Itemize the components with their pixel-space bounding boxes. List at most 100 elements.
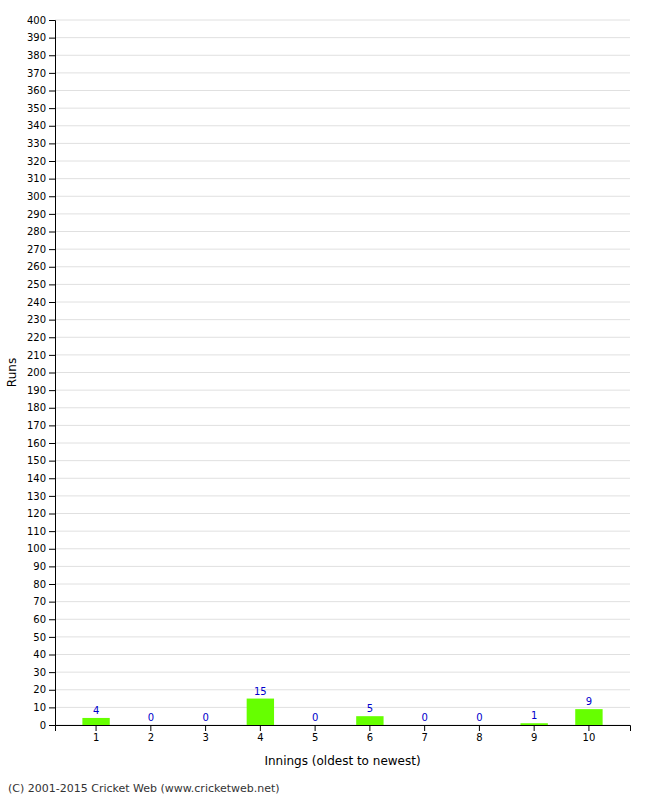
- x-tick: 1: [93, 725, 99, 743]
- grid-line: [55, 460, 630, 461]
- y-tick: 270: [27, 244, 55, 255]
- x-tick-label: 2: [148, 732, 154, 743]
- x-tick: 4: [257, 725, 263, 743]
- y-tick-label: 250: [27, 279, 46, 290]
- y-tick: 370: [27, 68, 55, 79]
- plot: 4001505001901020304050607080901001101201…: [27, 15, 631, 743]
- data-label: 1: [531, 710, 537, 721]
- y-tick: 110: [27, 526, 55, 537]
- grid-line: [55, 548, 630, 549]
- x-tick: 3: [202, 725, 208, 743]
- y-tick-mark: [49, 637, 55, 638]
- x-tick: 10: [583, 725, 596, 743]
- x-tick-label: 8: [476, 732, 482, 743]
- y-tick-mark: [49, 655, 55, 656]
- grid-line: [55, 513, 630, 514]
- y-tick-label: 170: [27, 420, 46, 431]
- grid-line: [55, 319, 630, 320]
- bar: [466, 725, 493, 726]
- y-tick-label: 210: [27, 350, 46, 361]
- y-tick: 310: [27, 173, 55, 184]
- y-tick: 150: [27, 455, 55, 466]
- grid-line: [55, 337, 630, 338]
- y-tick-mark: [49, 531, 55, 532]
- y-tick: 90: [33, 561, 55, 572]
- y-tick: 120: [27, 508, 55, 519]
- y-tick-mark: [49, 461, 55, 462]
- bar: [575, 709, 602, 725]
- y-tick: 300: [27, 191, 55, 202]
- y-tick-mark: [49, 143, 55, 144]
- y-tick-label: 20: [33, 684, 46, 695]
- y-tick: 100: [27, 543, 55, 554]
- y-tick: 350: [27, 103, 55, 114]
- data-label: 0: [202, 712, 208, 723]
- x-tick-label: 6: [367, 732, 373, 743]
- y-tick: 60: [33, 614, 55, 625]
- y-tick-mark: [49, 496, 55, 497]
- y-tick: 390: [27, 32, 55, 43]
- x-tick-mark: [534, 725, 535, 731]
- grid-line: [55, 425, 630, 426]
- grid-line: [55, 161, 630, 162]
- x-tick-mark: [479, 725, 480, 731]
- y-tick-label: 60: [33, 614, 46, 625]
- y-tick-label: 10: [33, 702, 46, 713]
- grid-line: [55, 531, 630, 532]
- grid-line: [55, 284, 630, 285]
- y-tick-mark: [49, 126, 55, 127]
- x-tick-label: 5: [312, 732, 318, 743]
- y-tick-label: 260: [27, 261, 46, 272]
- y-tick-mark: [49, 619, 55, 620]
- y-tick-label: 310: [27, 173, 46, 184]
- y-tick-label: 150: [27, 455, 46, 466]
- data-label: 0: [312, 712, 318, 723]
- y-axis-title: Runs: [5, 358, 19, 387]
- y-tick-label: 80: [33, 579, 46, 590]
- grid-line: [55, 125, 630, 126]
- x-tick-label: 9: [531, 732, 537, 743]
- y-tick-mark: [49, 443, 55, 444]
- bars: [82, 699, 602, 725]
- grid-line: [55, 55, 630, 56]
- x-tick: 5: [312, 725, 318, 743]
- y-tick-label: 70: [33, 596, 46, 607]
- y-tick-label: 300: [27, 191, 46, 202]
- y-tick-label: 360: [27, 85, 46, 96]
- y-tick-mark: [49, 196, 55, 197]
- grid-line: [55, 302, 630, 303]
- x-tick-label: 10: [583, 732, 596, 743]
- y-tick-label: 270: [27, 244, 46, 255]
- grid-line: [55, 390, 630, 391]
- y-tick-mark: [49, 672, 55, 673]
- y-tick: 170: [27, 420, 55, 431]
- y-tick-mark: [49, 337, 55, 338]
- grid-line: [55, 108, 630, 109]
- grid-line: [55, 231, 630, 232]
- y-tick-mark: [49, 179, 55, 180]
- y-tick-mark: [49, 373, 55, 374]
- bar: [247, 699, 274, 725]
- footer: (C) 2001-2015 Cricket Web (www.cricketwe…: [8, 782, 280, 795]
- x-tick-mark: [369, 725, 370, 731]
- x-tick-mark: [424, 725, 425, 731]
- y-tick-mark: [49, 390, 55, 391]
- grid-line: [55, 143, 630, 144]
- y-tick: 130: [27, 491, 55, 502]
- grid-line: [55, 619, 630, 620]
- y-tick-mark: [49, 566, 55, 567]
- y-tick-label: 340: [27, 120, 46, 131]
- y-tick-mark: [49, 91, 55, 92]
- y-tick: 220: [27, 332, 55, 343]
- grid-line: [55, 707, 630, 708]
- x-axis-title: Innings (oldest to newest): [264, 754, 420, 768]
- y-tick: 50: [33, 632, 55, 643]
- y-tick-label: 320: [27, 156, 46, 167]
- y-tick: 260: [27, 261, 55, 272]
- grid-line: [55, 72, 630, 73]
- y-tick-label: 190: [27, 385, 46, 396]
- y-tick-label: 40: [33, 649, 46, 660]
- grid-line: [55, 196, 630, 197]
- y-tick: 20: [33, 684, 55, 695]
- grid-line: [55, 407, 630, 408]
